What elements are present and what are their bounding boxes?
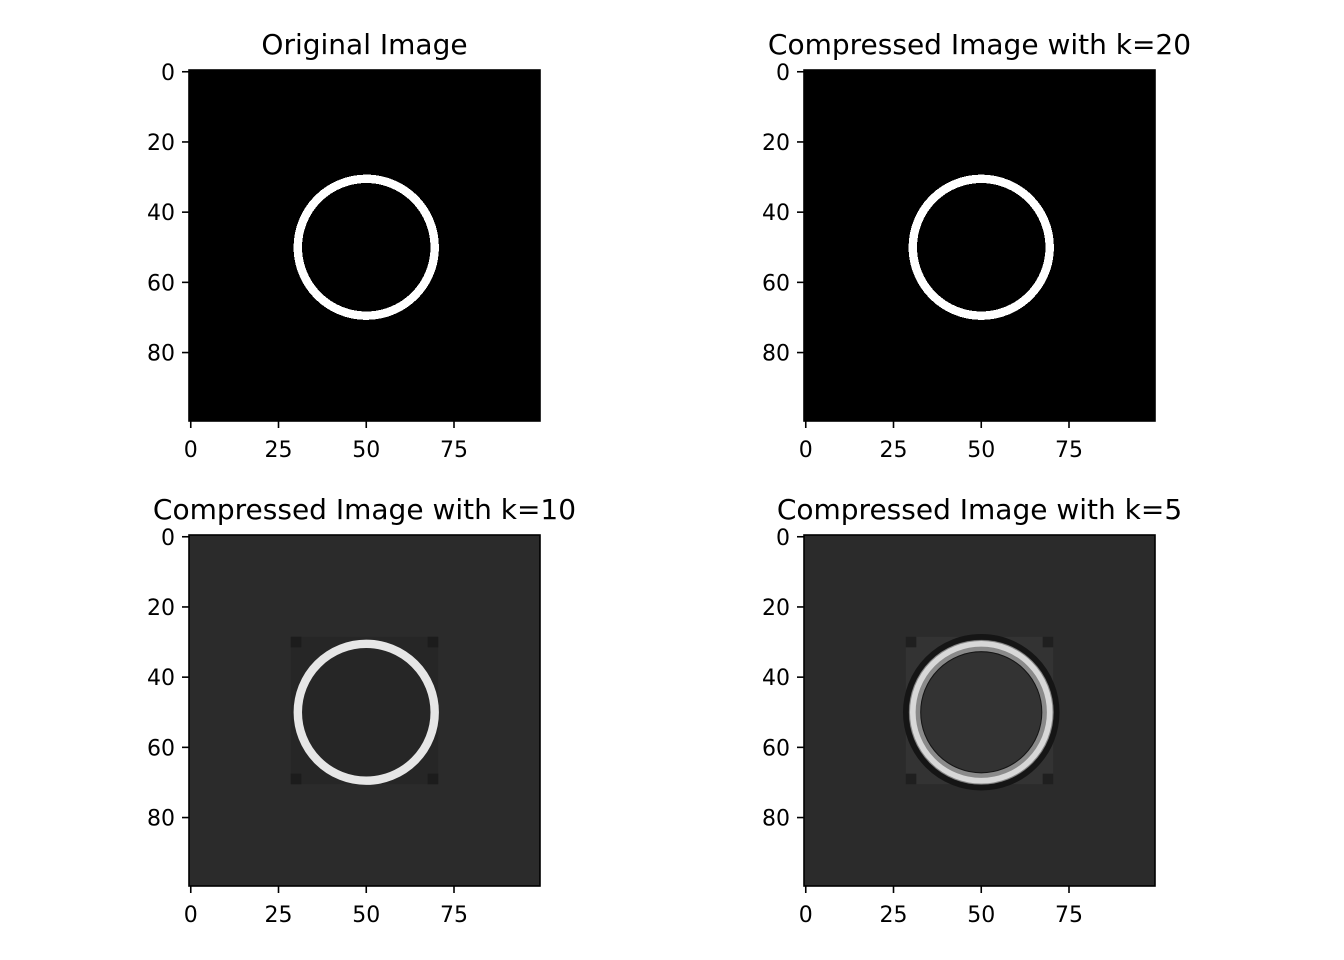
subplot-title: Original Image [261, 28, 467, 61]
image-background [189, 70, 540, 421]
subplot-1: Original Image 0 25 50 75 0 20 40 60 80 [147, 28, 541, 463]
artifact-block [427, 773, 439, 785]
y-tick-label: 60 [147, 271, 175, 296]
x-tick-label: 75 [440, 438, 468, 463]
y-tick-label: 20 [762, 131, 790, 156]
x-tick-label: 25 [265, 903, 293, 928]
x-tick-label: 50 [352, 903, 380, 928]
ring-interior [919, 650, 1043, 774]
y-tick-label: 80 [147, 342, 175, 367]
x-tick-label: 25 [265, 438, 293, 463]
y-tick-label: 0 [161, 526, 175, 551]
x-tick-label: 75 [440, 903, 468, 928]
x-tick-label: 25 [880, 438, 908, 463]
axes-frame [803, 69, 1156, 422]
subplot-4: Compressed Image with k=50 25 50 7502040608… [762, 493, 1182, 928]
y-tick-label: 40 [762, 201, 790, 226]
ring [910, 641, 1053, 784]
y-tick-label: 80 [762, 807, 790, 832]
image-4 [804, 535, 1155, 886]
x-tick-label: 50 [967, 903, 995, 928]
ring-interior [304, 650, 428, 774]
y-tick-label: 80 [762, 342, 790, 367]
subplot-title: Compressed Image with k=10 [153, 493, 576, 526]
artifact-block [1042, 773, 1054, 785]
ring [908, 174, 1054, 320]
x-tick-label: 0 [799, 438, 813, 463]
y-tick-label: 80 [147, 807, 175, 832]
axes-frame [188, 534, 541, 887]
y-tick-label: 40 [762, 666, 790, 691]
y-tick-label: 60 [762, 736, 790, 761]
artifact-block [905, 773, 917, 785]
y-tick-label: 60 [762, 271, 790, 296]
subplot-title: Compressed Image with k=20 [768, 28, 1191, 61]
x-tick-label: 50 [967, 438, 995, 463]
x-tick-label: 0 [184, 903, 198, 928]
artifact-block [905, 636, 917, 648]
y-tick-label: 0 [776, 61, 790, 86]
image-background [804, 70, 1155, 421]
subplot-title: Compressed Image with k=5 [777, 493, 1182, 526]
x-tick-label: 75 [1055, 438, 1083, 463]
artifact-block [1042, 636, 1054, 648]
y-tick-label: 0 [161, 61, 175, 86]
ring [293, 174, 439, 320]
x-tick-label: 0 [184, 438, 198, 463]
y-tick-label: 40 [147, 666, 175, 691]
artifact-block [427, 636, 439, 648]
ring [293, 639, 439, 785]
subplot-2: Compressed Image with k=200 25 50 750204060… [762, 28, 1191, 463]
artifact-block [290, 773, 302, 785]
y-tick-label: 20 [147, 131, 175, 156]
y-tick-label: 0 [776, 526, 790, 551]
y-tick-label: 40 [147, 201, 175, 226]
artifact-block [290, 636, 302, 648]
x-tick-label: 75 [1055, 903, 1083, 928]
x-tick-label: 0 [799, 903, 813, 928]
x-tick-label: 50 [352, 438, 380, 463]
image-1 [189, 70, 540, 421]
ring-halo-outer [902, 633, 1060, 791]
subplot-3: Compressed Image with k=100 25 50 750204060… [147, 493, 576, 928]
image-3 [189, 535, 540, 886]
y-tick-label: 20 [762, 596, 790, 621]
axes-frame [803, 534, 1156, 887]
y-tick-label: 60 [147, 736, 175, 761]
axes-frame [188, 69, 541, 422]
y-tick-label: 20 [147, 596, 175, 621]
image-2 [804, 70, 1155, 421]
x-tick-label: 25 [880, 903, 908, 928]
